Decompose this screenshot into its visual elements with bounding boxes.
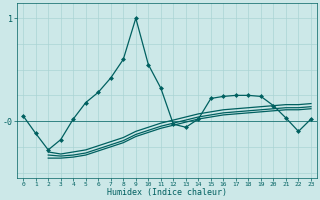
X-axis label: Humidex (Indice chaleur): Humidex (Indice chaleur) [107,188,227,197]
